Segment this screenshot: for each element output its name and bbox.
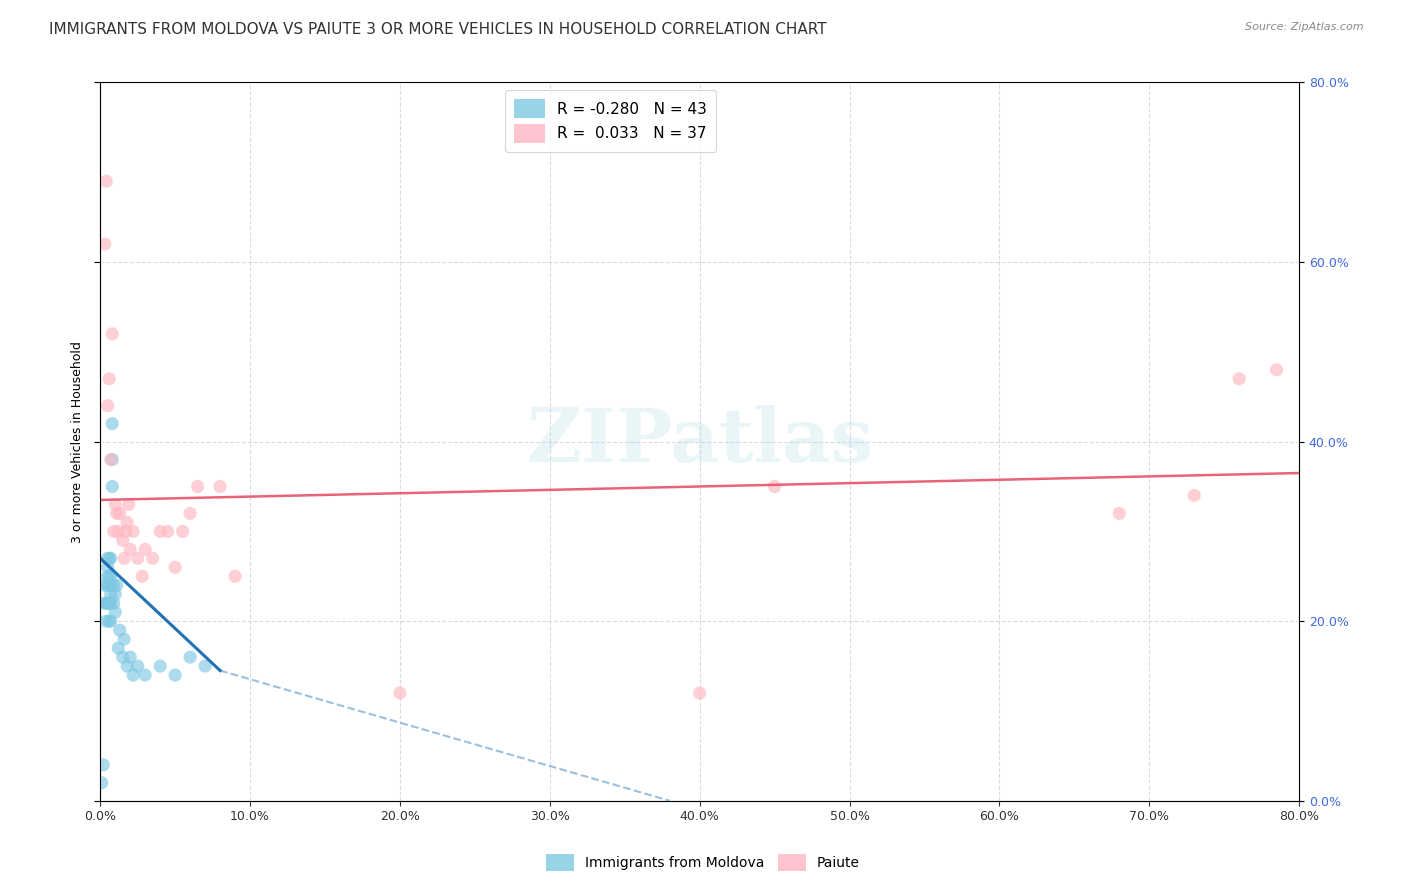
Point — [98, 596, 121, 610]
Point — [115, 659, 138, 673]
Point — [101, 479, 124, 493]
Point — [93, 596, 115, 610]
Point — [120, 542, 142, 557]
Point — [388, 686, 411, 700]
Point — [98, 372, 121, 386]
Point — [97, 578, 120, 592]
Point — [100, 452, 122, 467]
Point — [105, 507, 128, 521]
Point — [122, 668, 145, 682]
Point — [90, 776, 112, 790]
Text: Source: ZipAtlas.com: Source: ZipAtlas.com — [1246, 22, 1364, 32]
Point — [118, 498, 141, 512]
Point — [91, 757, 114, 772]
Point — [127, 659, 149, 673]
Point — [107, 524, 129, 539]
Point — [149, 524, 172, 539]
Point — [98, 614, 121, 628]
Point — [689, 686, 711, 700]
Point — [115, 516, 138, 530]
Point — [97, 399, 120, 413]
Point — [134, 542, 156, 557]
Point — [107, 641, 129, 656]
Point — [108, 507, 131, 521]
Point — [165, 668, 187, 682]
Point — [103, 524, 125, 539]
Point — [111, 650, 134, 665]
Point — [179, 507, 201, 521]
Point — [98, 551, 121, 566]
Point — [101, 326, 124, 341]
Y-axis label: 3 or more Vehicles in Household: 3 or more Vehicles in Household — [72, 341, 84, 542]
Point — [97, 596, 120, 610]
Point — [104, 605, 127, 619]
Point — [105, 578, 128, 592]
Point — [103, 578, 125, 592]
Point — [100, 569, 122, 583]
Point — [100, 587, 122, 601]
Point — [101, 417, 124, 431]
Point — [179, 650, 201, 665]
Point — [1227, 372, 1250, 386]
Point — [156, 524, 179, 539]
Point — [149, 659, 172, 673]
Point — [97, 560, 120, 574]
Point — [93, 237, 115, 252]
Point — [131, 569, 153, 583]
Point — [142, 551, 165, 566]
Point — [763, 479, 786, 493]
Point — [112, 632, 135, 647]
Point — [98, 569, 121, 583]
Point — [100, 578, 122, 592]
Point — [98, 578, 121, 592]
Point — [93, 578, 115, 592]
Point — [224, 569, 246, 583]
Point — [127, 551, 149, 566]
Point — [122, 524, 145, 539]
Point — [172, 524, 194, 539]
Point — [114, 524, 136, 539]
Point — [96, 596, 118, 610]
Text: IMMIGRANTS FROM MOLDOVA VS PAIUTE 3 OR MORE VEHICLES IN HOUSEHOLD CORRELATION CH: IMMIGRANTS FROM MOLDOVA VS PAIUTE 3 OR M… — [49, 22, 827, 37]
Point — [112, 551, 135, 566]
Point — [97, 569, 120, 583]
Legend: R = -0.280   N = 43, R =  0.033   N = 37: R = -0.280 N = 43, R = 0.033 N = 37 — [505, 90, 716, 152]
Point — [134, 668, 156, 682]
Legend: Immigrants from Moldova, Paiute: Immigrants from Moldova, Paiute — [540, 848, 866, 876]
Point — [101, 452, 124, 467]
Point — [194, 659, 217, 673]
Point — [100, 596, 122, 610]
Point — [103, 596, 125, 610]
Point — [100, 614, 122, 628]
Point — [108, 623, 131, 637]
Text: ZIPatlas: ZIPatlas — [526, 405, 873, 478]
Point — [187, 479, 209, 493]
Point — [100, 551, 122, 566]
Point — [104, 498, 127, 512]
Point — [120, 650, 142, 665]
Point — [209, 479, 232, 493]
Point — [1182, 488, 1205, 502]
Point — [165, 560, 187, 574]
Point — [1265, 363, 1288, 377]
Point — [97, 551, 120, 566]
Point — [96, 614, 118, 628]
Point — [111, 533, 134, 548]
Point — [104, 587, 127, 601]
Point — [96, 174, 118, 188]
Point — [1108, 507, 1130, 521]
